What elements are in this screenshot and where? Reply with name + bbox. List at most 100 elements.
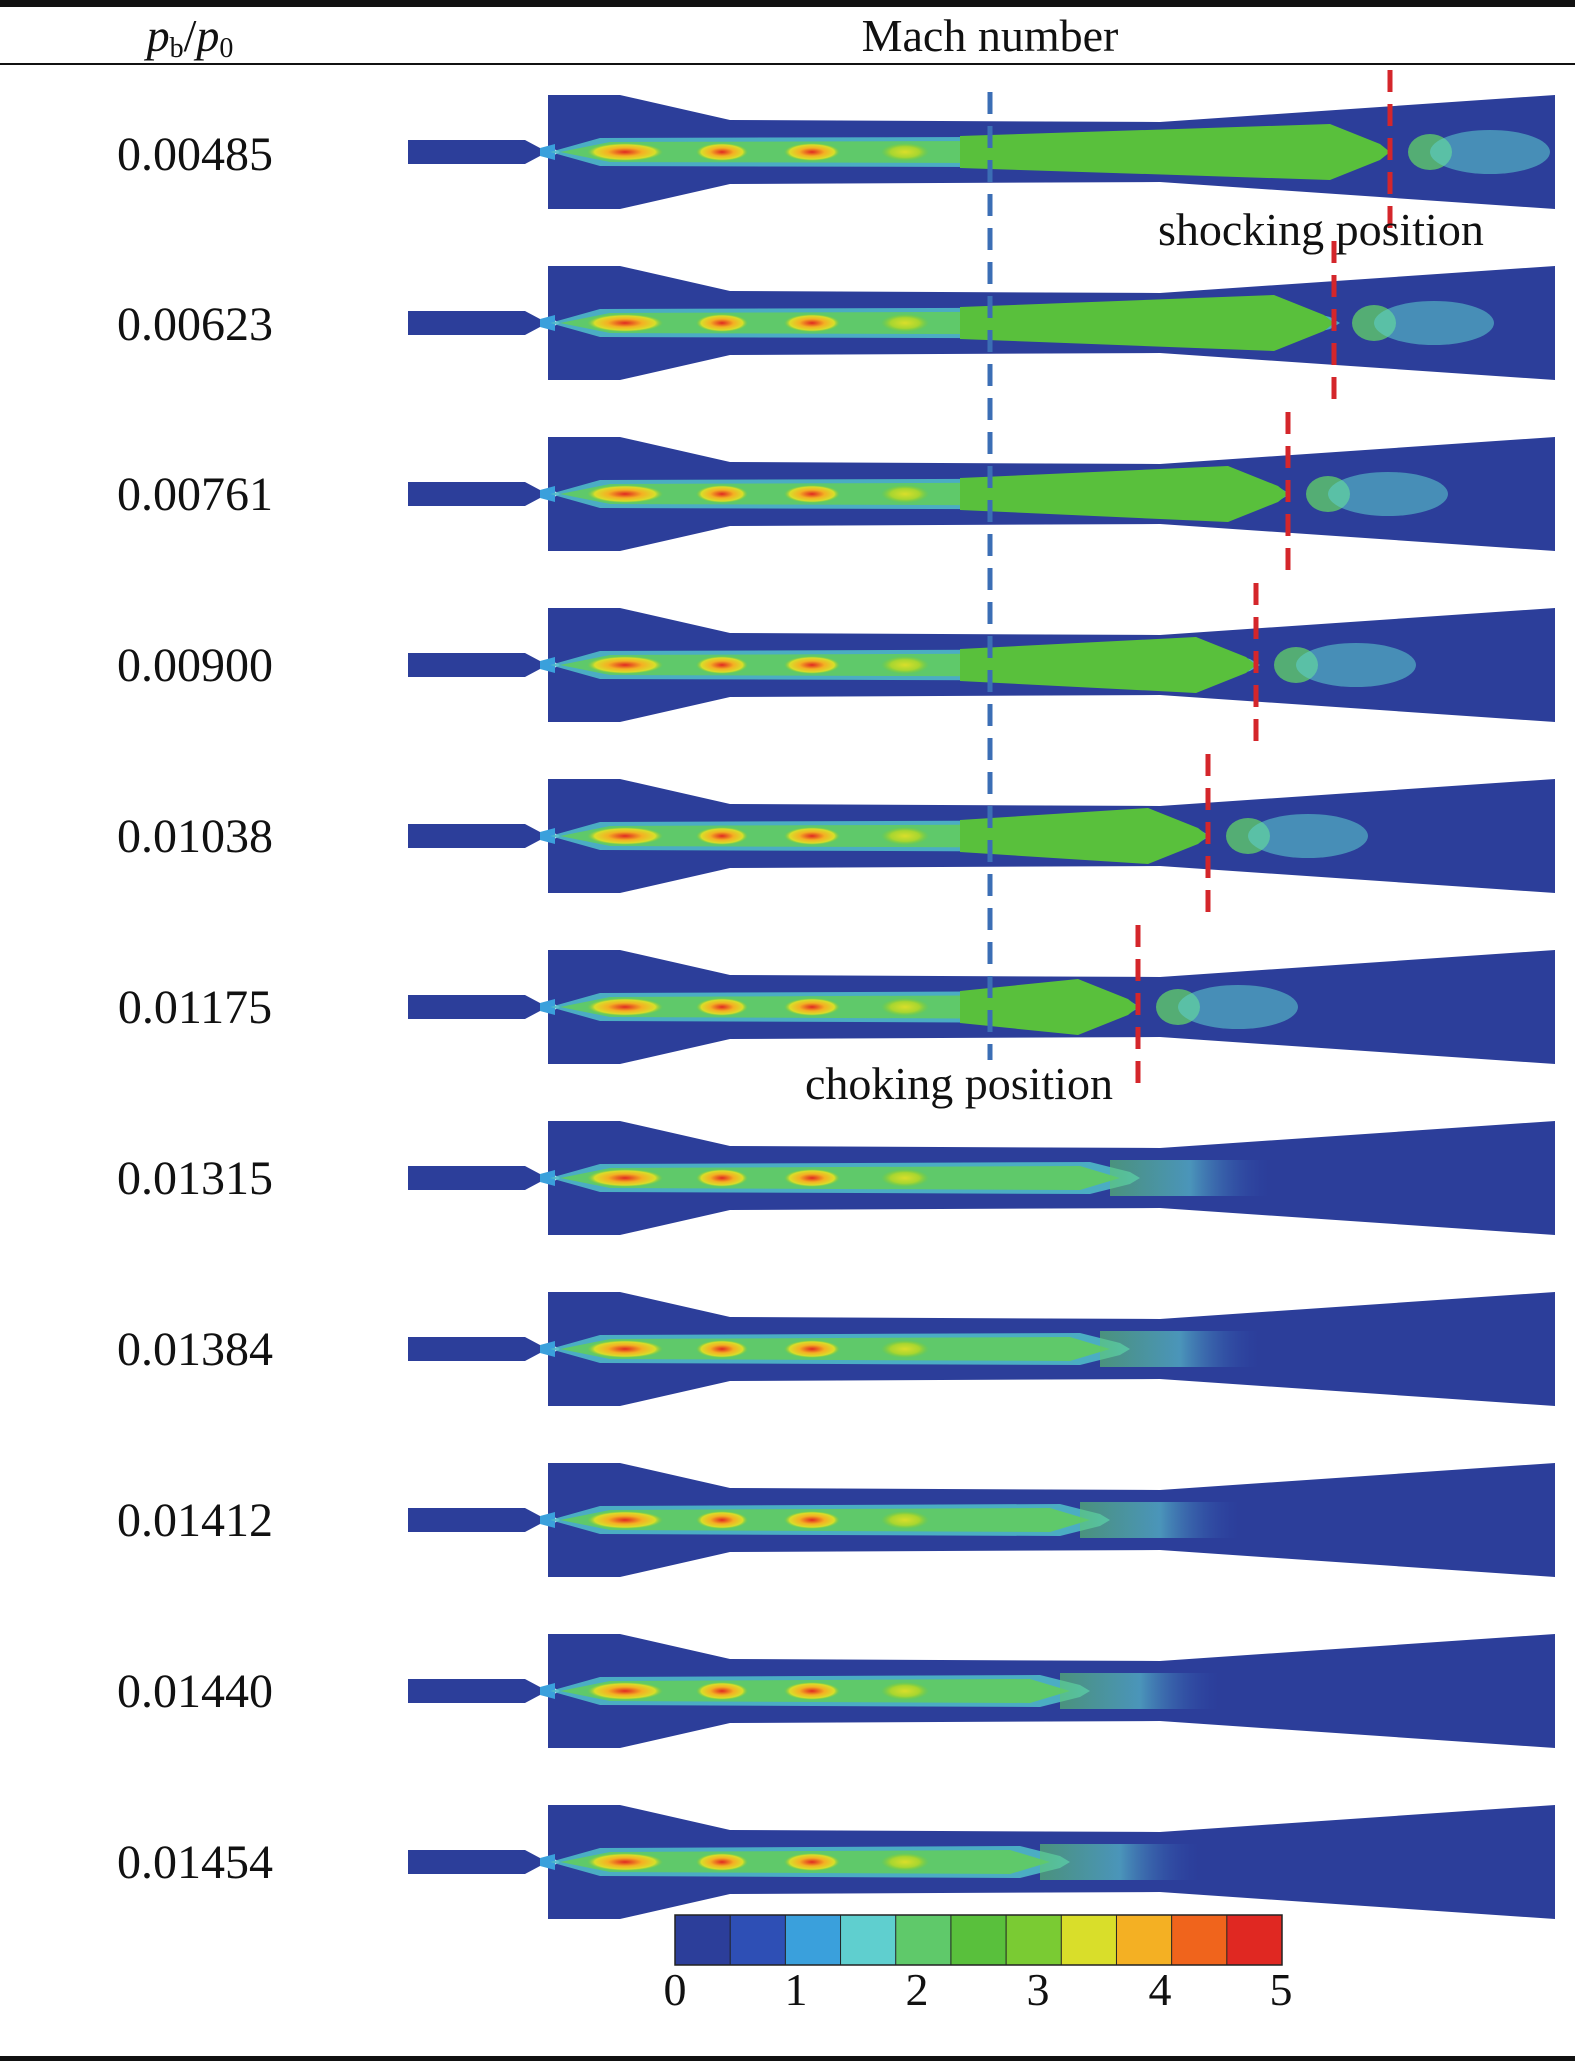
shock-cell-3: [784, 1169, 840, 1187]
ratio-label-row-9: 0.01412: [117, 1494, 273, 1547]
shock-cell-1: [587, 1682, 663, 1700]
ratio-label-row-7: 0.01315: [117, 1152, 273, 1205]
colorbar-segment-1: [675, 1915, 731, 1965]
supersonic-plume: [960, 466, 1288, 522]
ratio-label-row-8: 0.01384: [117, 1323, 273, 1376]
supersonic-plume: [960, 124, 1390, 180]
shock-cell-2: [696, 998, 748, 1016]
shock-cell-3: [784, 1682, 840, 1700]
ratio-label-row-3: 0.00761: [117, 468, 273, 521]
ratio-label-row-10: 0.01440: [117, 1665, 273, 1718]
shock-cell-4: [881, 827, 929, 845]
ratio-label-row-11: 0.01454: [117, 1836, 273, 1889]
nozzle-exit: [540, 657, 555, 673]
ratio-label-row-2: 0.00623: [117, 298, 273, 351]
shock-cell-2: [696, 1511, 748, 1529]
contour-row-9: [408, 1463, 1555, 1577]
primary-nozzle: [408, 1508, 540, 1532]
contour-row-3: [408, 437, 1555, 551]
ratio-label-row-5: 0.01038: [117, 810, 273, 863]
ratio-label-row-1: 0.00485: [117, 128, 273, 181]
contour-row-1: [408, 95, 1555, 209]
shock-cell-1: [587, 314, 663, 332]
supersonic-plume: [960, 808, 1208, 864]
nozzle-exit: [540, 144, 555, 160]
nozzle-exit: [540, 1854, 555, 1870]
colorbar-tick-3: 3: [1026, 1964, 1050, 2015]
shock-cell-2: [696, 827, 748, 845]
shock-cell-4: [881, 314, 929, 332]
nozzle-exit: [540, 1341, 555, 1357]
primary-nozzle: [408, 995, 540, 1019]
nozzle-exit: [540, 1512, 555, 1528]
shock-cell-1: [587, 656, 663, 674]
colorbar-segment-7: [1006, 1915, 1062, 1965]
contour-row-10: [408, 1634, 1555, 1748]
primary-nozzle: [408, 311, 540, 335]
shock-cell-2: [696, 314, 748, 332]
primary-nozzle: [408, 482, 540, 506]
shock-cell-4: [881, 143, 929, 161]
contour-row-5: [408, 779, 1555, 893]
shock-cell-1: [587, 1511, 663, 1529]
shock-cell-4: [881, 1511, 929, 1529]
column-header-pressure-ratio: pb/p0: [146, 10, 234, 64]
colorbar-tick-0: 0: [663, 1964, 687, 2015]
shock-cell-4: [881, 1169, 929, 1187]
shock-cell-3: [784, 1511, 840, 1529]
jet-decay: [1060, 1673, 1220, 1709]
choking-position-label: choking position: [805, 1058, 1113, 1109]
shock-cell-1: [587, 485, 663, 503]
shock-cell-4: [881, 656, 929, 674]
shock-cell-1: [587, 998, 663, 1016]
colorbar-segment-2: [730, 1915, 786, 1965]
primary-nozzle: [408, 653, 540, 677]
shock-cell-3: [784, 827, 840, 845]
post-shock-decay: [1430, 130, 1550, 174]
shock-cell-3: [784, 314, 840, 332]
table-header-rule: [0, 63, 1575, 65]
contour-row-2: [408, 266, 1555, 380]
shock-cell-2: [696, 1853, 748, 1871]
primary-nozzle: [408, 1850, 540, 1874]
table-bottom-rule: [0, 2056, 1575, 2061]
shock-cell-3: [784, 1340, 840, 1358]
colorbar-frame: [674, 1914, 1283, 1966]
post-shock-decay: [1328, 472, 1448, 516]
shock-cell-2: [696, 1169, 748, 1187]
shock-cell-3: [784, 485, 840, 503]
ratio-label-row-4: 0.00900: [117, 639, 273, 692]
post-shock-decay: [1374, 301, 1494, 345]
colorbar: [674, 1914, 1283, 1966]
shock-cell-1: [587, 143, 663, 161]
jet-decay: [1080, 1502, 1240, 1538]
shock-cell-2: [696, 1340, 748, 1358]
jet-decay: [1040, 1844, 1200, 1880]
shock-cell-3: [784, 143, 840, 161]
primary-nozzle: [408, 1679, 540, 1703]
shock-cell-1: [587, 1853, 663, 1871]
colorbar-segment-9: [1116, 1915, 1173, 1965]
supersonic-plume: [960, 979, 1138, 1035]
contour-row-11: [408, 1805, 1555, 1919]
contour-row-7: [408, 1121, 1555, 1235]
nozzle-exit: [540, 1683, 555, 1699]
nozzle-exit: [540, 999, 555, 1015]
ratio-label-row-6: 0.01175: [117, 981, 273, 1034]
nozzle-exit: [540, 315, 555, 331]
shock-cell-1: [587, 1340, 663, 1358]
colorbar-segment-5: [895, 1915, 952, 1965]
contour-row-6: [408, 950, 1555, 1064]
supersonic-plume: [960, 295, 1334, 351]
shock-cell-3: [784, 1853, 840, 1871]
nozzle-exit: [540, 486, 555, 502]
jet-decay: [1110, 1160, 1270, 1196]
shock-cell-1: [587, 827, 663, 845]
column-header-mach-number: Mach number: [861, 10, 1119, 61]
colorbar-tick-4: 4: [1148, 1964, 1172, 2015]
shock-cell-2: [696, 1682, 748, 1700]
colorbar-segment-4: [840, 1915, 897, 1965]
contour-row-4: [408, 608, 1555, 722]
nozzle-exit: [540, 1170, 555, 1186]
